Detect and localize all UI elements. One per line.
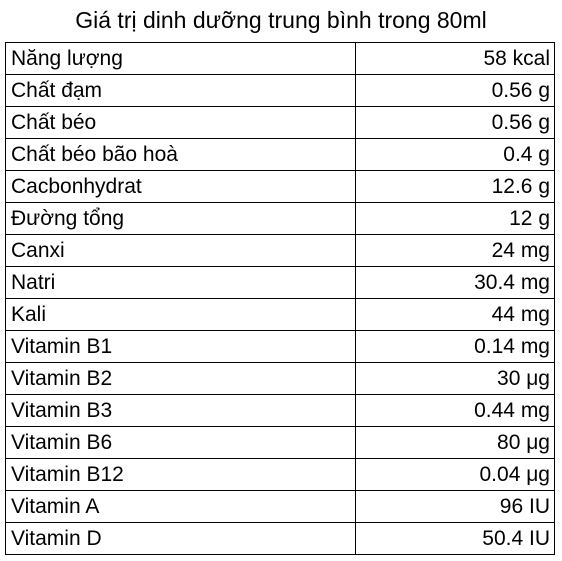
nutrient-label: Vitamin B1	[5, 330, 356, 363]
table-row: Đường tổng 12 g	[5, 202, 555, 235]
nutrient-value: 96 IU	[355, 490, 555, 523]
nutrition-table: Năng lượng 58 kcal Chất đạm 0.56 g Chất béo 0…	[5, 42, 555, 555]
nutrient-value: 0.56 g	[355, 106, 555, 139]
nutrient-value: 0.14 mg	[355, 330, 555, 363]
table-row: Vitamin B6 80 μg	[5, 426, 555, 459]
nutrient-value: 80 μg	[355, 426, 555, 459]
table-row: Vitamin B12 0.04 μg	[5, 458, 555, 491]
nutrient-value: 30 μg	[355, 362, 555, 395]
nutrient-label: Vitamin B3	[5, 394, 356, 427]
nutrient-value: 30.4 mg	[355, 266, 555, 299]
nutrient-label: Chất béo bão hoà	[5, 138, 356, 171]
nutrient-label: Vitamin D	[5, 522, 356, 555]
table-row: Vitamin B3 0.44 mg	[5, 394, 555, 427]
nutrient-value: 24 mg	[355, 234, 555, 267]
nutrient-label: Canxi	[5, 234, 356, 267]
nutrient-label: Cacbonhydrat	[5, 170, 356, 203]
table-row: Chất đạm 0.56 g	[5, 74, 555, 107]
nutrient-label: Vitamin B2	[5, 362, 356, 395]
nutrient-label: Chất béo	[5, 106, 356, 139]
table-row: Chất béo 0.56 g	[5, 106, 555, 139]
nutrient-value: 0.56 g	[355, 74, 555, 107]
nutrient-label: Vitamin B6	[5, 426, 356, 459]
nutrient-label: Vitamin B12	[5, 458, 356, 491]
nutrient-value: 58 kcal	[355, 42, 555, 75]
nutrient-value: 0.44 mg	[355, 394, 555, 427]
nutrient-label: Năng lượng	[5, 42, 356, 75]
table-row: Vitamin A 96 IU	[5, 490, 555, 523]
table-row: Vitamin B2 30 μg	[5, 362, 555, 395]
nutrition-table-body: Năng lượng 58 kcal Chất đạm 0.56 g Chất béo 0…	[5, 42, 555, 555]
nutrient-label: Kali	[5, 298, 356, 331]
table-row: Vitamin D 50.4 IU	[5, 522, 555, 555]
nutrient-label: Chất đạm	[5, 74, 356, 107]
nutrient-label: Đường tổng	[5, 202, 356, 235]
table-row: Cacbonhydrat 12.6 g	[5, 170, 555, 203]
table-row: Vitamin B1 0.14 mg	[5, 330, 555, 363]
nutrient-value: 44 mg	[355, 298, 555, 331]
table-row: Chất béo bão hoà 0.4 g	[5, 138, 555, 171]
table-row: Kali 44 mg	[5, 298, 555, 331]
table-row: Canxi 24 mg	[5, 234, 555, 267]
nutrient-value: 12.6 g	[355, 170, 555, 203]
nutrient-label: Natri	[5, 266, 356, 299]
nutrient-value: 50.4 IU	[355, 522, 555, 555]
table-title: Giá trị dinh dưỡng trung bình trong 80ml	[75, 7, 487, 33]
table-row: Năng lượng 58 kcal	[5, 42, 555, 75]
nutrient-value: 12 g	[355, 202, 555, 235]
nutrient-value: 0.4 g	[355, 138, 555, 171]
nutrient-value: 0.04 μg	[355, 458, 555, 491]
table-row: Natri 30.4 mg	[5, 266, 555, 299]
nutrient-label: Vitamin A	[5, 490, 356, 523]
